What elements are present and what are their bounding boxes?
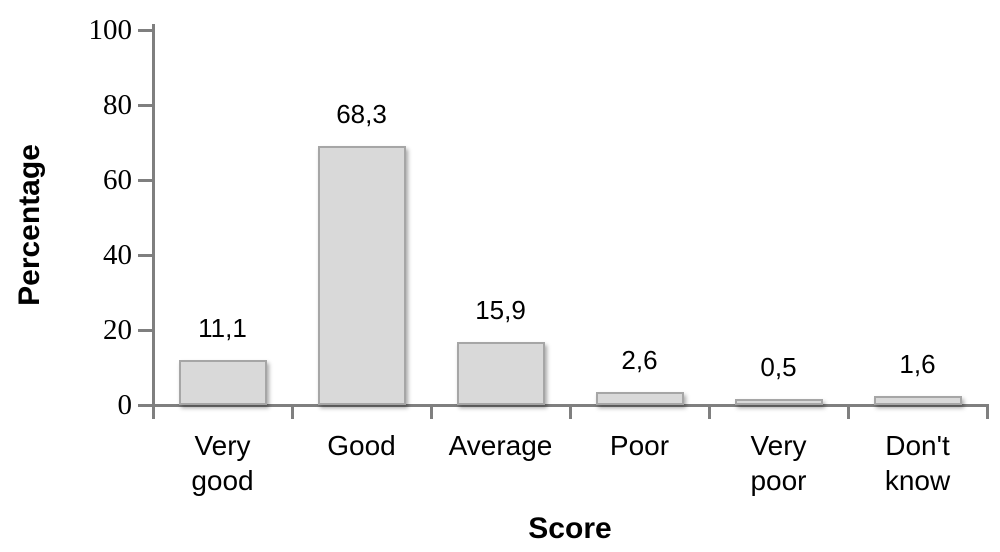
x-tick xyxy=(985,406,989,419)
y-tick-label: 0 xyxy=(117,389,133,421)
x-tick xyxy=(290,406,294,419)
bar-value-label: 11,1 xyxy=(198,313,247,343)
x-category-label-line: know xyxy=(884,465,951,496)
x-category-label-line: Very xyxy=(750,430,807,461)
y-tick-label: 80 xyxy=(103,89,132,121)
y-tick xyxy=(138,178,153,182)
x-category-label: Very good xyxy=(153,428,293,498)
x-tick xyxy=(568,406,572,419)
x-category-label: Don't know xyxy=(848,428,988,498)
x-category-label: Good xyxy=(292,428,432,463)
y-tick xyxy=(138,103,153,107)
bar xyxy=(317,146,406,405)
y-tick-label: 20 xyxy=(103,314,132,346)
bar xyxy=(456,342,545,405)
x-category-label: Average xyxy=(431,428,571,463)
x-category-label-line: Very xyxy=(194,430,251,461)
x-axis-title: Score xyxy=(528,512,612,545)
bar-value-label: 0,5 xyxy=(760,352,797,382)
bar xyxy=(873,396,962,405)
y-tick-label: 60 xyxy=(103,164,132,196)
x-category-label: Poor xyxy=(570,428,710,463)
x-axis-line xyxy=(139,404,989,407)
bar-value-label: 68,3 xyxy=(336,99,387,129)
x-tick xyxy=(846,406,850,419)
y-axis-title: Percentage xyxy=(13,144,46,306)
bar-value-label: 2,6 xyxy=(621,345,658,375)
x-category-label-line: poor xyxy=(750,465,807,496)
bar-value-label: 15,9 xyxy=(475,295,526,325)
bar-value-label: 1,6 xyxy=(899,349,936,379)
bar xyxy=(595,392,684,405)
y-tick xyxy=(138,28,153,32)
x-tick xyxy=(707,406,711,419)
x-category-label-line: Average xyxy=(448,430,553,461)
y-tick-label: 40 xyxy=(103,239,132,271)
y-tick xyxy=(138,253,153,257)
x-tick xyxy=(151,406,155,419)
bar xyxy=(178,360,267,405)
x-category-label-line: Good xyxy=(327,430,396,461)
x-category-label: Very poor xyxy=(709,428,849,498)
x-category-label-line: good xyxy=(191,465,254,496)
y-tick-label: 100 xyxy=(88,14,133,46)
x-tick xyxy=(429,406,433,419)
bar xyxy=(734,399,823,405)
x-category-label-line: Poor xyxy=(609,430,670,461)
y-axis-line xyxy=(151,24,155,407)
y-tick xyxy=(138,328,153,332)
y-tick xyxy=(138,403,153,407)
x-category-label-line: Don't xyxy=(885,430,950,461)
